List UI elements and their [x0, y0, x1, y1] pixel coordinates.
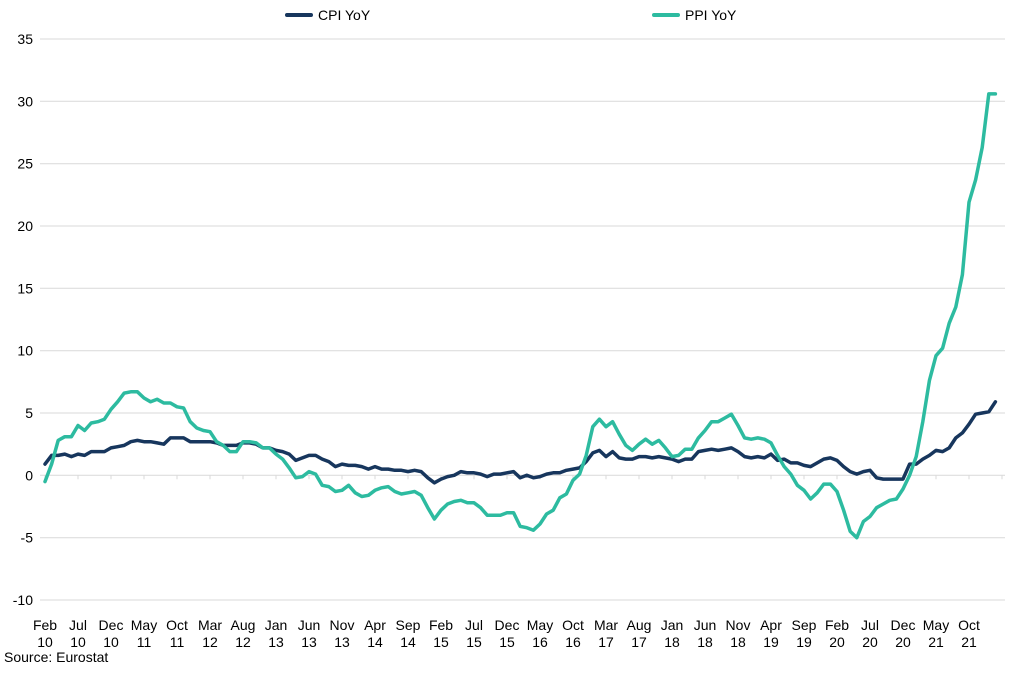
- x-axis-label-month: Feb: [33, 617, 57, 633]
- x-axis-label-month: Jul: [465, 617, 483, 633]
- y-axis-label: 15: [17, 280, 33, 296]
- x-axis-label-month: Jan: [661, 617, 684, 633]
- x-axis-label-year: 12: [202, 634, 218, 650]
- y-axis-label: 25: [17, 156, 33, 172]
- series-line-cpi-yoy: [43, 400, 998, 485]
- x-axis-label-month: Oct: [166, 617, 188, 633]
- x-axis-label-month: Jul: [69, 617, 87, 633]
- x-axis-label-month: Sep: [396, 617, 421, 633]
- x-axis-label-month: Dec: [891, 617, 916, 633]
- y-axis-label: -10: [13, 592, 33, 608]
- x-axis-label-year: 20: [829, 634, 845, 650]
- cpi-legend-label: CPI YoY: [318, 6, 371, 23]
- x-axis-label-month: Sep: [792, 617, 817, 633]
- x-axis-label-year: 15: [433, 634, 449, 650]
- x-axis-label-month: May: [527, 617, 553, 633]
- x-axis-label-year: 13: [301, 634, 317, 650]
- x-axis-label-year: 11: [137, 634, 152, 650]
- y-axis-label: -5: [21, 530, 34, 546]
- y-axis-label: 30: [17, 93, 33, 109]
- source-note: Source: Eurostat: [4, 649, 109, 665]
- x-axis-label-month: Jun: [298, 617, 321, 633]
- x-axis-label-year: 10: [70, 634, 86, 650]
- x-axis-label-month: Nov: [726, 617, 751, 633]
- x-axis-label-year: 17: [598, 634, 614, 650]
- ppi-line-swatch: [652, 12, 680, 17]
- x-axis-label-year: 10: [103, 634, 119, 650]
- x-axis-label-month: Dec: [495, 617, 520, 633]
- x-axis-label-year: 20: [862, 634, 878, 650]
- x-axis-label-month: Jan: [265, 617, 288, 633]
- series-line-ppi-yoy: [43, 92, 998, 540]
- x-axis-label-year: 13: [334, 634, 350, 650]
- cpi-line-swatch: [285, 12, 313, 17]
- x-axis-label-year: 20: [895, 634, 911, 650]
- x-axis-label-year: 12: [235, 634, 251, 650]
- x-axis-label-month: Mar: [198, 617, 222, 633]
- x-axis-label-year: 15: [466, 634, 482, 650]
- x-axis-label-month: Jul: [861, 617, 879, 633]
- x-axis-label-month: Apr: [760, 617, 782, 633]
- y-axis-label: 20: [17, 218, 33, 234]
- x-axis-label-year: 16: [565, 634, 581, 650]
- x-axis-label-year: 16: [532, 634, 548, 650]
- x-axis-label-month: Oct: [958, 617, 980, 633]
- x-axis-label-year: 14: [367, 634, 383, 650]
- x-axis-label-month: Aug: [627, 617, 652, 633]
- y-axis-label: 35: [17, 31, 33, 47]
- x-axis-label-month: Jun: [694, 617, 717, 633]
- x-axis-label-year: 19: [796, 634, 812, 650]
- x-axis-label-month: Feb: [825, 617, 849, 633]
- x-axis-label-year: 18: [664, 634, 680, 650]
- x-axis-label-year: 18: [730, 634, 746, 650]
- x-axis-label-month: Aug: [231, 617, 256, 633]
- x-axis-label-year: 21: [928, 634, 944, 650]
- x-axis-label-month: May: [923, 617, 949, 633]
- x-axis-label-month: Apr: [364, 617, 386, 633]
- x-axis-label-month: Oct: [562, 617, 584, 633]
- y-axis-label: 0: [25, 467, 33, 483]
- x-axis-label-year: 14: [400, 634, 416, 650]
- x-axis-label-month: Mar: [594, 617, 618, 633]
- x-axis-label-year: 18: [697, 634, 713, 650]
- y-axis-label: 10: [17, 343, 33, 359]
- x-axis-label-year: 13: [268, 634, 284, 650]
- x-axis-label-year: 21: [961, 634, 977, 650]
- x-axis-label-year: 15: [499, 634, 515, 650]
- x-axis-label-month: Nov: [330, 617, 355, 633]
- x-axis-label-year: 17: [631, 634, 647, 650]
- x-axis-label-month: Feb: [429, 617, 453, 633]
- x-axis-label-year: 19: [763, 634, 779, 650]
- legend-item-ppi: PPI YoY: [652, 6, 736, 23]
- x-axis-label-month: May: [131, 617, 157, 633]
- x-axis-label-year: 11: [170, 634, 185, 650]
- legend-item-cpi: CPI YoY: [285, 6, 370, 23]
- ppi-legend-label: PPI YoY: [685, 6, 737, 23]
- x-axis-label-month: Dec: [99, 617, 124, 633]
- x-axis-label-year: 10: [37, 634, 53, 650]
- y-axis-label: 5: [25, 405, 33, 421]
